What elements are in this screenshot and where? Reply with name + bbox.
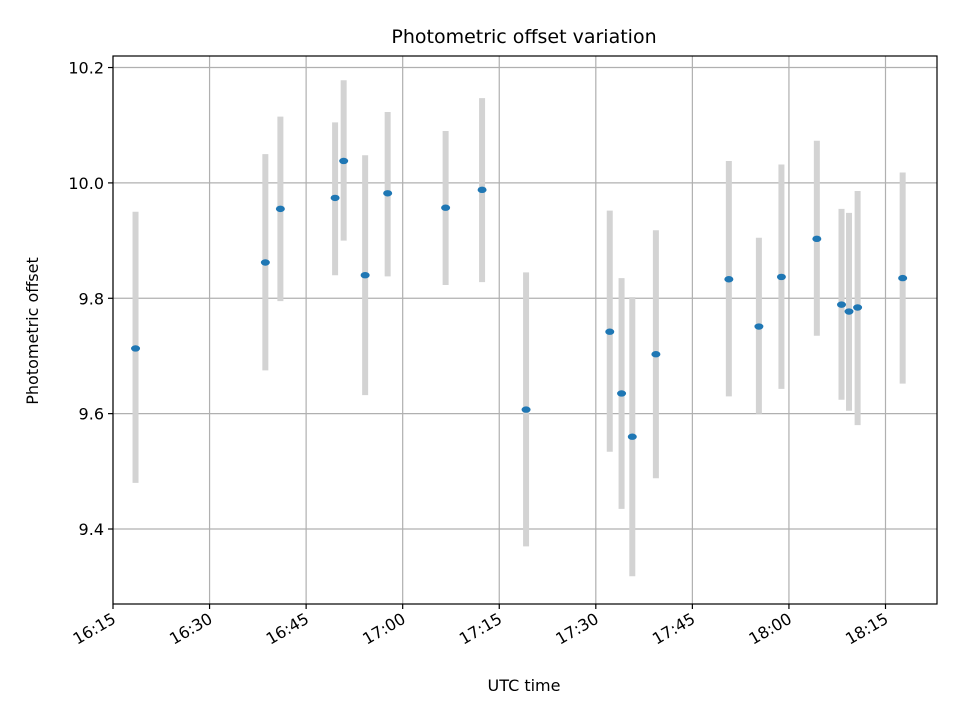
data-point <box>275 205 285 213</box>
data-point <box>812 235 822 243</box>
data-point <box>383 190 393 197</box>
data-point <box>776 273 786 281</box>
data-point <box>131 345 141 352</box>
data-point <box>441 204 451 211</box>
y-tick-label: 10.0 <box>68 174 104 193</box>
data-point <box>754 323 764 330</box>
data-point <box>330 194 340 202</box>
data-point <box>605 328 615 335</box>
data-point <box>853 304 863 311</box>
y-tick-label: 9.8 <box>79 289 104 308</box>
y-tick-label: 10.2 <box>68 59 104 78</box>
data-point <box>627 433 637 440</box>
data-point <box>260 259 270 266</box>
plot-frame <box>112 55 938 605</box>
data-point <box>837 301 847 308</box>
y-axis-label: Photometric offset <box>23 257 42 405</box>
data-points <box>131 157 908 440</box>
data-point <box>844 308 854 315</box>
data-point <box>724 276 734 283</box>
data-point <box>339 157 349 165</box>
data-point <box>477 186 487 194</box>
data-point <box>898 274 908 282</box>
data-point <box>360 272 370 279</box>
data-point <box>617 390 627 397</box>
y-tick-label: 9.4 <box>79 520 104 539</box>
data-point <box>651 351 661 358</box>
y-tick-label: 9.6 <box>79 405 104 424</box>
data-point <box>521 406 531 413</box>
x-axis-label: UTC time <box>488 676 561 695</box>
chart-title: Photometric offset variation <box>391 26 656 48</box>
